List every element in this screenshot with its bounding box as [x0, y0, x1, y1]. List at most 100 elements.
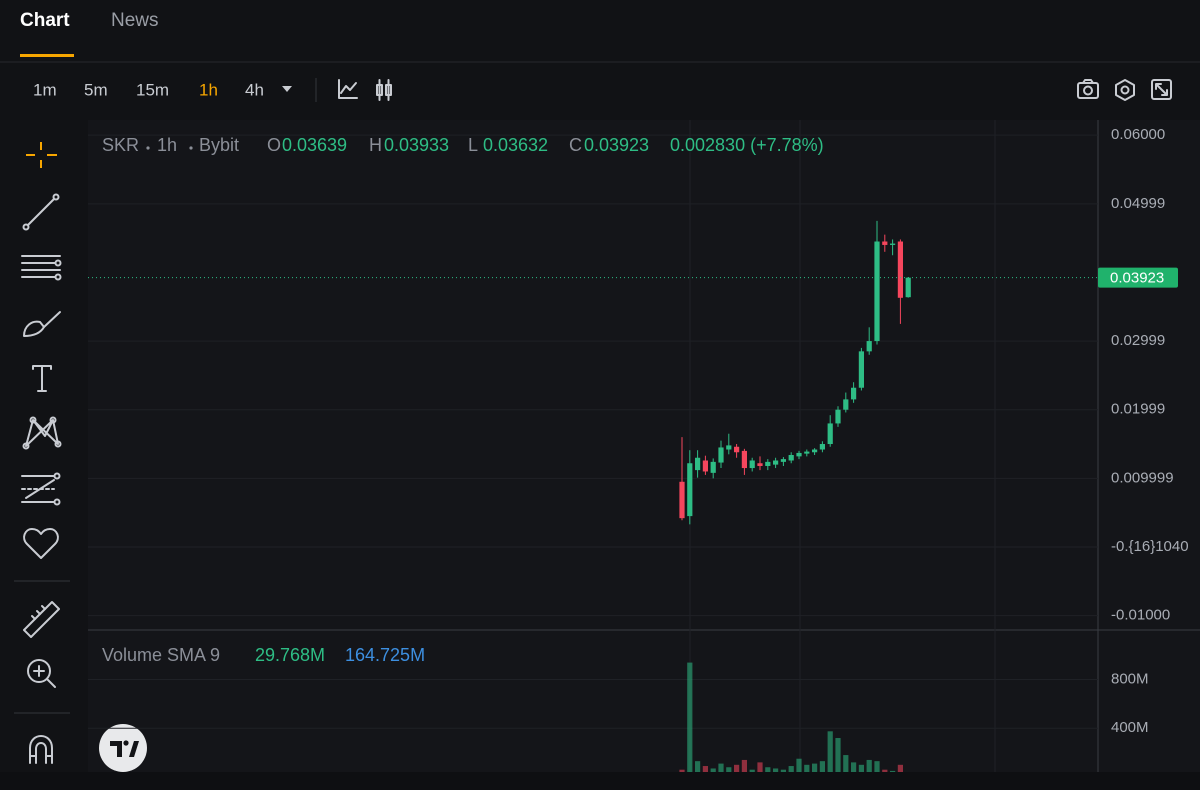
chart-area: [88, 120, 1200, 772]
legend-symbol: SKR: [102, 135, 139, 155]
magnet-tool[interactable]: [29, 735, 53, 764]
y-tick-label: 400M: [1111, 719, 1149, 736]
candle-body: [827, 423, 833, 445]
crosshair-tool[interactable]: [26, 142, 57, 168]
volume-bar: [687, 662, 693, 777]
fullscreen-button[interactable]: [1151, 79, 1172, 100]
volume-bar: [695, 761, 701, 777]
footer-bar: [0, 772, 1200, 790]
candle-body: [741, 450, 747, 469]
more-intervals-arrow[interactable]: [282, 86, 292, 92]
y-tick-label: 800M: [1111, 670, 1149, 687]
candle-body: [874, 241, 880, 342]
legend-value: 0.03923: [584, 135, 649, 155]
candle-body: [788, 455, 794, 461]
legend-key: L: [468, 135, 478, 155]
candle-body: [679, 481, 685, 519]
volume-bar: [812, 763, 818, 777]
volume-bar: [741, 759, 747, 777]
candle-body: [835, 409, 841, 424]
interval-button[interactable]: 4h: [245, 80, 264, 99]
volume-bar: [843, 755, 849, 777]
volume-bar: [796, 758, 802, 777]
candle-body: [796, 452, 802, 457]
candle-body: [710, 461, 716, 473]
line-chart-button[interactable]: [338, 79, 358, 99]
volume-bar: [819, 761, 825, 777]
candle-body: [726, 445, 732, 450]
last-price-badge: [1098, 267, 1178, 288]
tab-underline: [20, 54, 74, 57]
horizontal-lines-tool[interactable]: [21, 255, 62, 281]
favorites-tool[interactable]: [23, 528, 59, 559]
candle-chart-button[interactable]: [376, 79, 392, 101]
candle-body: [780, 459, 786, 462]
trend-line-tool[interactable]: [22, 193, 60, 231]
candle-body: [866, 341, 872, 352]
y-tick-label: 0.06000: [1111, 126, 1165, 143]
interval-button[interactable]: 15m: [136, 80, 169, 99]
y-tick-label: 0.04999: [1111, 195, 1165, 212]
volume-bar: [874, 761, 880, 777]
indicator-title: Volume SMA 9: [102, 645, 220, 665]
screenshot-button[interactable]: [1077, 79, 1099, 99]
legend-dot: [146, 146, 150, 150]
volume-bar: [788, 766, 794, 777]
zoom-tool[interactable]: [27, 659, 56, 688]
candle-body: [773, 460, 779, 465]
indicator-value: 164.725M: [345, 645, 425, 665]
interval-button[interactable]: 1h: [199, 80, 218, 99]
volume-bar: [827, 731, 833, 777]
indicator-value: 29.768M: [255, 645, 325, 665]
candle-body: [765, 461, 771, 466]
candle-body: [687, 463, 693, 517]
tab[interactable]: Chart: [20, 10, 70, 31]
candle-body: [804, 451, 810, 454]
legend-change: 0.002830 (+7.78%): [670, 135, 824, 155]
candle-body: [757, 463, 763, 466]
legend-key: O: [267, 135, 281, 155]
candle-body: [749, 460, 755, 469]
candle-body: [905, 277, 911, 298]
brush-tool[interactable]: [23, 311, 61, 337]
candle-body: [718, 447, 724, 463]
candle-body: [695, 457, 701, 471]
volume-bar: [866, 759, 872, 777]
y-tick-label: 0.01999: [1111, 401, 1165, 418]
measure-tool[interactable]: [23, 601, 60, 638]
interval-button[interactable]: 5m: [84, 80, 108, 99]
candle-body: [734, 446, 740, 453]
volume-bar: [851, 762, 857, 777]
tab[interactable]: News: [111, 10, 159, 31]
volume-bar: [757, 762, 763, 777]
legend-interval: 1h: [157, 135, 177, 155]
candle-body: [890, 243, 896, 245]
y-tick-label: -0.01000: [1111, 607, 1170, 624]
text-tool[interactable]: [32, 365, 52, 392]
legend-value: 0.03639: [282, 135, 347, 155]
fib-tool[interactable]: [21, 472, 61, 506]
legend-key: C: [569, 135, 582, 155]
legend-value: 0.03632: [483, 135, 548, 155]
tradingview-logo[interactable]: [99, 724, 147, 772]
candle-body: [819, 444, 825, 450]
candle-body: [897, 241, 903, 298]
volume-bar: [835, 738, 841, 777]
candle-body: [843, 399, 849, 410]
volume-bar: [897, 764, 903, 777]
volume-bar: [718, 763, 724, 777]
legend-dot: [189, 146, 193, 150]
settings-button[interactable]: [1115, 79, 1135, 101]
interval-button[interactable]: 1m: [33, 80, 57, 99]
y-tick-label: -0.{16}1040: [1111, 538, 1189, 555]
candle-body: [851, 387, 857, 400]
volume-bar: [858, 764, 864, 777]
candle-body: [702, 460, 708, 472]
legend-key: H: [369, 135, 382, 155]
legend-value: 0.03933: [384, 135, 449, 155]
candle-body: [812, 449, 818, 453]
pattern-tool[interactable]: [22, 416, 62, 450]
candle-body: [858, 351, 864, 388]
